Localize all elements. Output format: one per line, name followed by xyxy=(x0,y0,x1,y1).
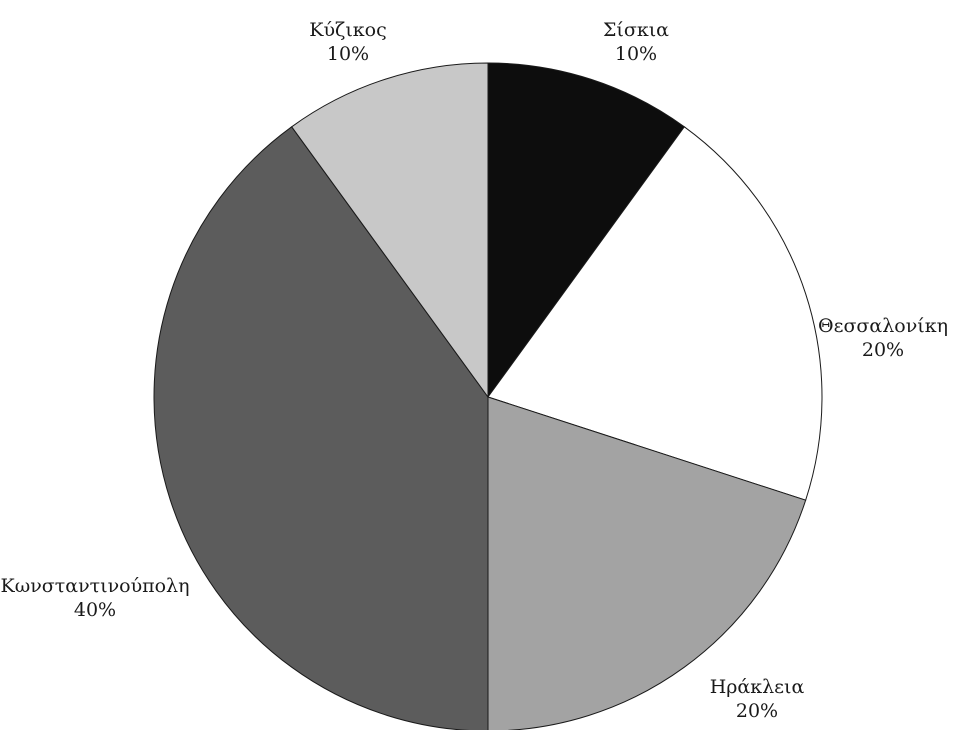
slice-label-thessaloniki: Θεσσαλονίκη 20% xyxy=(818,314,948,362)
slice-label-irakleia: Ηράκλεια 20% xyxy=(710,675,805,723)
slice-label-kyzikos: Κύζικος 10% xyxy=(309,18,386,66)
slice-percent: 10% xyxy=(326,43,370,65)
slice-name: Σίσκια xyxy=(602,19,670,41)
slice-percent: 20% xyxy=(735,700,779,722)
pie-slice-3 xyxy=(153,126,489,730)
slice-percent: 10% xyxy=(614,43,658,65)
slice-name: Θεσσαλονίκη xyxy=(818,315,948,337)
slice-label-sisкia: Σίσκια 10% xyxy=(603,18,669,66)
slice-name: Ηράκλεια xyxy=(709,676,805,698)
pie-slice-0 xyxy=(487,62,686,399)
slice-percent: 40% xyxy=(73,599,117,621)
slice-name: Κωνσταντινούπολη xyxy=(0,575,190,597)
pie-slice-2 xyxy=(487,396,807,730)
slice-label-konstantinoupoli: Κωνσταντινούπολη 40% xyxy=(1,574,190,622)
slice-percent: 20% xyxy=(861,339,905,361)
pie-slice-1 xyxy=(487,126,823,501)
slice-name: Κύζικος xyxy=(309,19,387,41)
pie-slice-4 xyxy=(290,62,489,399)
